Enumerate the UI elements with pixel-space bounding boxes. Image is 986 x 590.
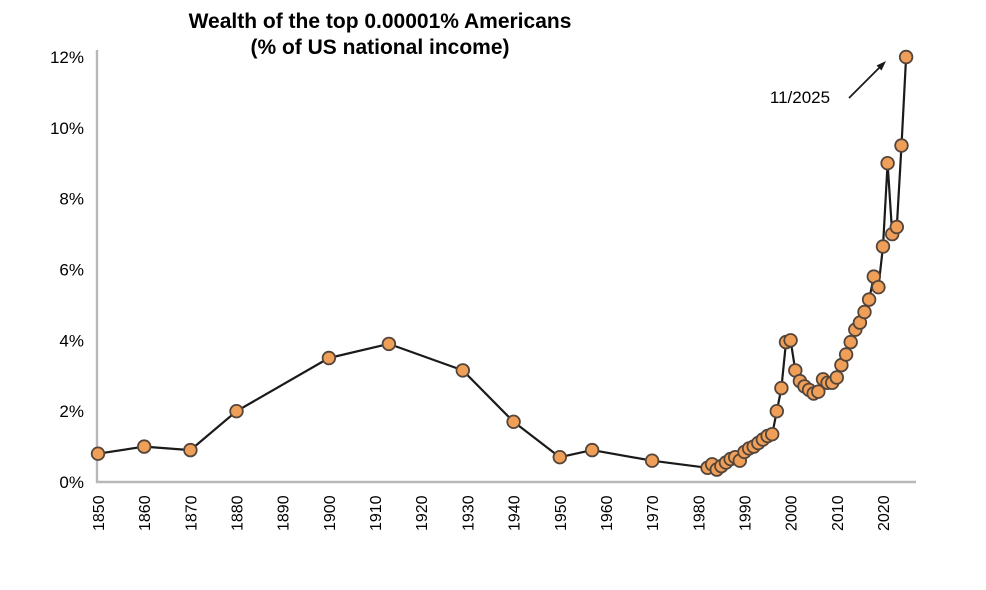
data-point-marker [381,336,397,352]
annotation-11-2025: 11/2025 [770,61,886,107]
chart-title: Wealth of the top 0.00001% Americans [189,10,572,33]
data-point-marker [455,363,471,378]
data-point-marker [857,304,872,320]
data-point-marker [861,292,877,307]
data-point-marker [183,442,198,458]
x-tick-label: 1990 [737,495,754,531]
x-tick-label: 1910 [368,495,385,531]
x-tick-label: 1970 [645,495,662,531]
data-point-marker [894,138,909,153]
y-tick-label: 6% [59,260,84,279]
x-tick-label: 1880 [230,495,247,531]
data-point-marker [552,450,568,465]
annotation-label: 11/2025 [770,88,830,107]
data-point-marker [871,280,886,295]
x-tick-label: 1850 [91,495,108,531]
x-tick-label: 1980 [691,495,708,531]
x-tick-label: 2010 [830,495,847,531]
y-tick-label: 4% [59,331,84,350]
x-tick-label: 1870 [183,495,200,531]
x-tick-label: 1950 [553,495,570,531]
data-point-marker [783,333,798,348]
data-point-marker [644,453,660,468]
y-axis-tick-labels: 0% 2% 4% 6% 8% 10% 12% [50,48,84,492]
data-point-marker [829,370,845,385]
data-point-marker [838,347,854,362]
x-tick-label: 2000 [784,495,801,531]
x-axis-tick-labels: 1850 1860 1870 1880 1890 1900 1910 1920 1930 1940… [91,495,893,531]
data-point-marker [584,442,600,458]
data-point-marker [889,219,905,235]
x-tick-label: 1900 [322,495,339,531]
data-line [96,55,908,471]
data-point-marker [321,350,337,366]
data-point-marker [880,155,895,171]
data-point-marker [811,384,826,399]
x-tick-label: 1860 [137,495,154,531]
data-point-marker [875,239,891,254]
x-tick-label: 2020 [876,495,893,531]
chart-subtitle: (% of US national income) [250,36,509,59]
y-tick-label: 12% [50,48,84,67]
y-tick-label: 10% [50,119,84,138]
y-tick-label: 2% [59,402,84,421]
x-tick-label: 1930 [460,495,477,531]
data-point-marker [136,439,152,454]
data-point-marker [506,414,521,430]
data-point-marker [769,404,785,419]
data-point-marker [774,380,789,396]
x-tick-label: 1960 [599,495,616,531]
annotation-arrowhead-icon [876,61,886,71]
y-tick-label: 8% [59,190,84,209]
data-points [90,49,914,477]
data-point-marker [765,427,780,442]
x-tick-label: 1940 [507,495,524,531]
data-point-marker [843,334,858,350]
y-tick-label: 0% [59,473,84,492]
annotation-arrow-line [848,66,881,99]
data-point-marker [898,49,914,65]
x-tick-label: 1920 [414,495,431,531]
data-point-marker [229,404,244,419]
x-tick-label: 1890 [276,495,293,531]
data-point-marker [90,446,106,461]
